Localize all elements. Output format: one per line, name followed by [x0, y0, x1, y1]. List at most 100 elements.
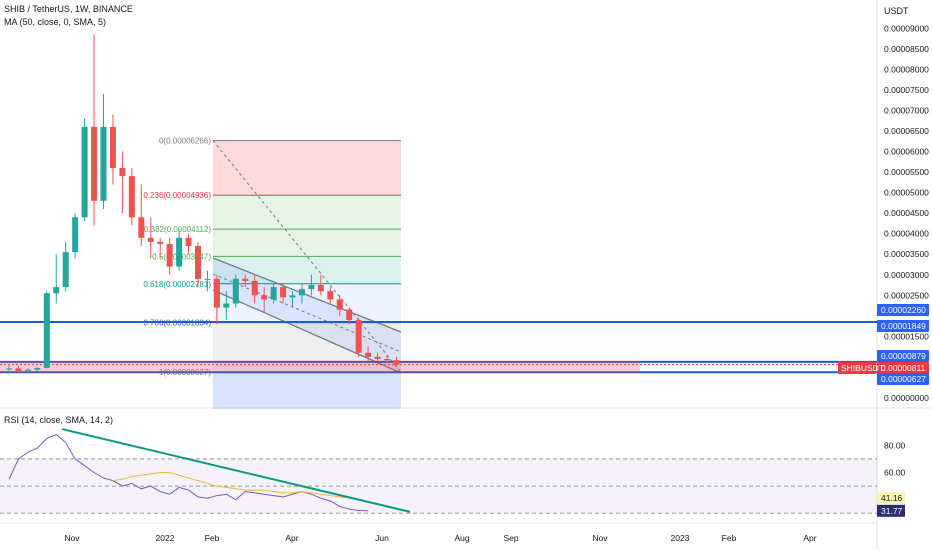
price-tag [877, 362, 929, 374]
price-axis-label: 0.00008500 [884, 44, 929, 54]
rsi-value-tag [877, 492, 905, 505]
candle-body [327, 291, 334, 300]
candle-body [185, 237, 192, 246]
price-axis-label: 0.00007500 [884, 85, 929, 95]
horizontal-lines[interactable] [0, 321, 877, 374]
rsi-ma-line [112, 472, 350, 499]
candle-body [195, 246, 201, 279]
time-axis-label: 2023 [671, 533, 690, 543]
candle-body [308, 285, 315, 290]
rsi-pane: 80.00 60.00 41.16 31.77 [0, 428, 906, 517]
ma-indicator-label[interactable]: MA (50, close, 0, SMA, 5) [4, 17, 107, 27]
price-axis[interactable]: 0.00009000 0.00008500 0.00008000 0.00007500… [884, 23, 929, 403]
candle-body [280, 287, 287, 298]
candle-body [15, 368, 22, 371]
rsi-value-tag [877, 504, 905, 517]
candle-body [213, 278, 220, 308]
price-axis-label: 0.00003500 [884, 249, 929, 259]
candle-body [251, 280, 258, 296]
price-tag-value: 0.00001849 [881, 321, 926, 331]
candle-body [34, 368, 41, 370]
candle-body [119, 167, 126, 177]
candle-body [157, 241, 164, 244]
descending-channel[interactable] [212, 257, 402, 374]
price-tag [877, 320, 929, 332]
candle-body [43, 293, 50, 369]
time-axis-label: Aug [454, 533, 469, 543]
candle-body [72, 217, 79, 253]
candle-body [24, 369, 31, 371]
candle-body [365, 352, 372, 357]
time-axis-label: Apr [803, 533, 816, 543]
candle-body [128, 176, 135, 218]
fib-level-label: 0.236(0.00004936) [143, 191, 211, 200]
fib-zone [213, 195, 401, 230]
rsi-value-tag-text: 41.16 [881, 493, 903, 503]
fib-level-label: 0.618(0.00002781) [143, 280, 211, 289]
time-axis-label: Nov [64, 533, 80, 543]
rsi-axis-label: 60.00 [884, 468, 906, 478]
candle-body [346, 309, 353, 320]
candle-body [317, 285, 324, 292]
current-price-zone [0, 360, 640, 374]
channel-mid-line [212, 273, 402, 353]
time-axis-label: 2022 [156, 533, 175, 543]
candle-body [81, 126, 88, 218]
candle-body [355, 319, 362, 353]
price-axis-label: 0.00006000 [884, 147, 929, 157]
price-tag-value: 0.00000627 [881, 374, 926, 384]
rsi-trendline[interactable] [61, 428, 411, 513]
price-axis-label: 0.00005000 [884, 188, 929, 198]
fib-level-label: 0(0.00006266) [159, 137, 211, 146]
price-axis-label: 0.00004500 [884, 208, 929, 218]
price-axis-label: 0.00002500 [884, 290, 929, 300]
candle-body [232, 278, 239, 304]
candle-body [176, 237, 183, 267]
rsi-axis-label: 80.00 [884, 440, 906, 450]
fib-level-label: 0.382(0.00004112) [144, 225, 211, 234]
time-axis-label: Feb [205, 533, 220, 543]
price-axis-label: 0.00008000 [884, 64, 929, 74]
fibonacci-retracement[interactable]: 0(0.00006266) 0.236(0.00004936) 0.382(0.00… [143, 137, 402, 409]
candle-body [147, 237, 154, 242]
chart-title[interactable]: SHIB / TetherUS, 1W, BINANCE [4, 4, 133, 14]
price-axis-label: 0.00003000 [884, 270, 929, 280]
price-axis-label: 0.00009000 [884, 23, 929, 33]
price-axis-label: 0.00000000 [884, 393, 929, 403]
rsi-indicator-label[interactable]: RSI (14, close, SMA, 14, 2) [4, 415, 114, 425]
channel-lower-line [212, 289, 402, 374]
candle-body [336, 299, 343, 310]
candle-body [53, 287, 60, 294]
time-axis-label: Nov [592, 533, 608, 543]
candle-body [384, 358, 390, 361]
time-axis-label: Apr [285, 533, 298, 543]
candle-body [270, 287, 277, 300]
price-tags: 0.00002260 0.00001849 0.00000879 0.00000811… [838, 304, 929, 385]
price-axis-label: 0.00004000 [884, 229, 929, 239]
price-tag-value: 0.00000879 [881, 351, 926, 361]
fib-extension-zone [213, 372, 401, 409]
channel-upper-line [212, 257, 402, 333]
candle-body [289, 295, 296, 298]
candle-body [374, 356, 381, 359]
price-axis-label: 0.00006500 [884, 126, 929, 136]
time-axis[interactable]: Nov 2022 Feb Apr Jun Aug Sep Nov 2023 Feb Apr [64, 533, 816, 543]
candle-body [223, 303, 230, 308]
time-axis-label: Jun [375, 533, 389, 543]
candle-body [393, 360, 400, 365]
candle-body [298, 289, 305, 296]
fib-zone [213, 229, 401, 257]
price-tag [877, 373, 929, 385]
candle-body [138, 217, 145, 238]
time-axis-label: Sep [503, 533, 518, 543]
price-tag-value: 0.00002260 [881, 305, 926, 315]
price-axis-label: 0.00007000 [884, 105, 929, 115]
candle-body [62, 252, 69, 288]
fib-level-label: 0.786(0.00001834) [143, 319, 211, 328]
price-axis-label: 0.00005500 [884, 167, 929, 177]
candle-body [242, 278, 249, 281]
candle-body [261, 295, 268, 300]
